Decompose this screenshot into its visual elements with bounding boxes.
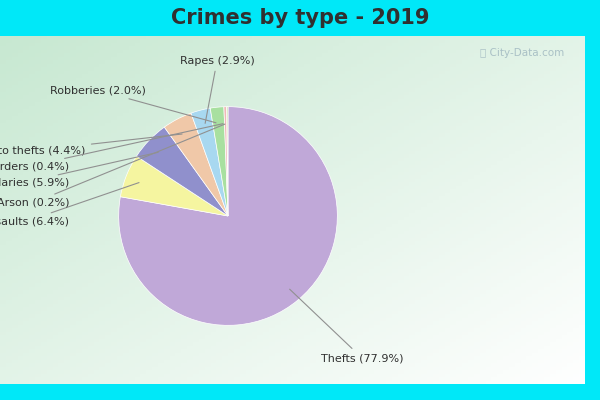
Text: Crimes by type - 2019: Crimes by type - 2019 [171,8,429,28]
Text: Burglaries (5.9%): Burglaries (5.9%) [0,152,158,188]
Text: Arson (0.2%): Arson (0.2%) [0,124,225,208]
Text: Murders (0.4%): Murders (0.4%) [0,124,223,172]
Text: Auto thefts (4.4%): Auto thefts (4.4%) [0,134,182,155]
Wedge shape [191,108,228,216]
Text: Thefts (77.9%): Thefts (77.9%) [290,289,403,363]
Wedge shape [224,107,228,216]
Wedge shape [164,113,228,216]
Wedge shape [121,156,228,216]
Text: ⓘ City-Data.com: ⓘ City-Data.com [480,48,564,58]
Text: Assaults (6.4%): Assaults (6.4%) [0,182,139,226]
Wedge shape [136,127,228,216]
Text: Rapes (2.9%): Rapes (2.9%) [179,56,254,123]
Wedge shape [119,107,337,325]
Wedge shape [210,107,228,216]
Wedge shape [227,107,228,216]
Text: Robberies (2.0%): Robberies (2.0%) [50,85,216,123]
